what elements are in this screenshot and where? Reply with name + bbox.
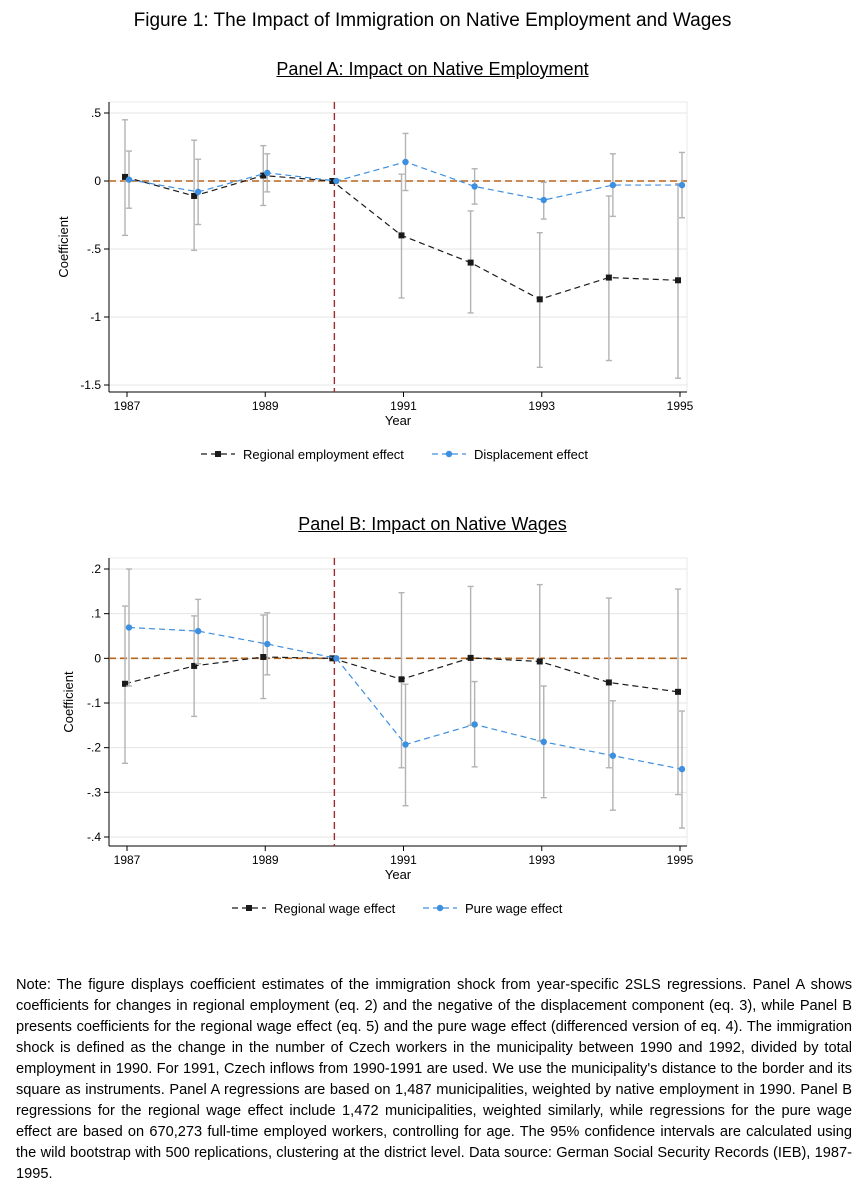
y-tick-label: -.4 — [87, 830, 101, 844]
y-tick-label: .2 — [91, 562, 101, 576]
data-point — [471, 183, 478, 190]
x-axis-title: Year — [385, 413, 412, 428]
data-point — [260, 653, 267, 660]
data-point — [329, 655, 336, 662]
figure-title: Figure 1: The Impact of Immigration on N… — [133, 10, 732, 31]
data-point — [398, 232, 405, 239]
legend-marker — [246, 905, 252, 911]
data-point — [191, 192, 198, 199]
data-point — [471, 721, 478, 728]
data-point — [122, 680, 128, 687]
data-point — [609, 752, 617, 759]
x-tick-label: 1989 — [252, 399, 279, 413]
data-point — [605, 274, 612, 281]
data-point — [125, 624, 133, 631]
y-axis-title: Coefficient — [56, 216, 71, 278]
panel-a-chart: .5 0 -.5 -1 -1.5 1987 1989 1991 1993 1995 Year Coef… — [56, 101, 694, 462]
data-point — [540, 738, 547, 746]
y-tick-label: 0 — [94, 651, 101, 665]
legend-marker — [215, 451, 221, 457]
legend-marker — [436, 904, 444, 912]
data-point — [678, 765, 686, 773]
x-tick-label: 1987 — [114, 399, 141, 413]
panel-b-chart: .2 .1 0 -.1 -.2 -.3 -.4 1987 1989 1991 1993 1995 Yea… — [61, 557, 694, 916]
y-tick-label: -1 — [90, 310, 101, 324]
data-point — [333, 655, 340, 662]
data-point — [398, 676, 405, 683]
data-point — [260, 172, 267, 179]
data-point — [536, 658, 543, 665]
panel-a-title: Panel A: Impact on Native Employment — [276, 59, 589, 79]
data-point — [264, 169, 271, 177]
x-tick-label: 1995 — [667, 853, 694, 867]
data-point — [402, 158, 409, 166]
data-point — [467, 259, 474, 266]
legend-label: Regional employment effect — [243, 447, 404, 462]
y-tick-label: -.2 — [87, 741, 101, 755]
y-tick-label: .1 — [91, 607, 101, 621]
data-point — [333, 177, 340, 185]
y-axis-title: Coefficient — [61, 671, 76, 733]
y-tick-label: .5 — [91, 106, 101, 120]
data-point — [609, 181, 617, 189]
data-point — [675, 688, 681, 695]
legend-label: Displacement effect — [474, 447, 588, 462]
x-tick-label: 1987 — [114, 853, 141, 867]
y-tick-label: -1.5 — [80, 378, 101, 392]
plot-frame — [108, 557, 688, 847]
legend-marker — [445, 450, 453, 458]
data-point — [264, 640, 271, 648]
data-point — [402, 741, 409, 748]
x-axis-title: Year — [385, 867, 412, 882]
data-point — [678, 181, 686, 189]
y-tick-label: -.5 — [87, 242, 101, 256]
x-tick-label: 1989 — [252, 853, 279, 867]
data-point — [122, 173, 128, 180]
x-tick-label: 1995 — [667, 399, 694, 413]
legend-label: Regional wage effect — [274, 901, 396, 916]
panel-b-title: Panel B: Impact on Native Wages — [298, 514, 567, 534]
x-tick-label: 1991 — [390, 853, 417, 867]
x-tick-label: 1991 — [390, 399, 417, 413]
data-point — [329, 178, 336, 184]
data-point — [540, 196, 547, 204]
data-point — [675, 277, 681, 284]
y-tick-label: 0 — [94, 174, 101, 188]
x-tick-label: 1993 — [528, 399, 555, 413]
y-tick-label: -.3 — [87, 785, 101, 799]
y-tick-label: -.1 — [87, 696, 101, 710]
data-point — [194, 627, 202, 635]
figure-note: Note: The figure displays coefficient es… — [16, 977, 852, 1182]
plot-frame — [108, 101, 688, 393]
x-tick-label: 1993 — [528, 853, 555, 867]
data-point — [194, 188, 202, 196]
data-point — [191, 662, 198, 669]
data-point — [125, 176, 133, 183]
data-point — [536, 296, 543, 303]
legend-label: Pure wage effect — [465, 901, 563, 916]
data-point — [605, 679, 612, 686]
data-point — [467, 654, 474, 661]
